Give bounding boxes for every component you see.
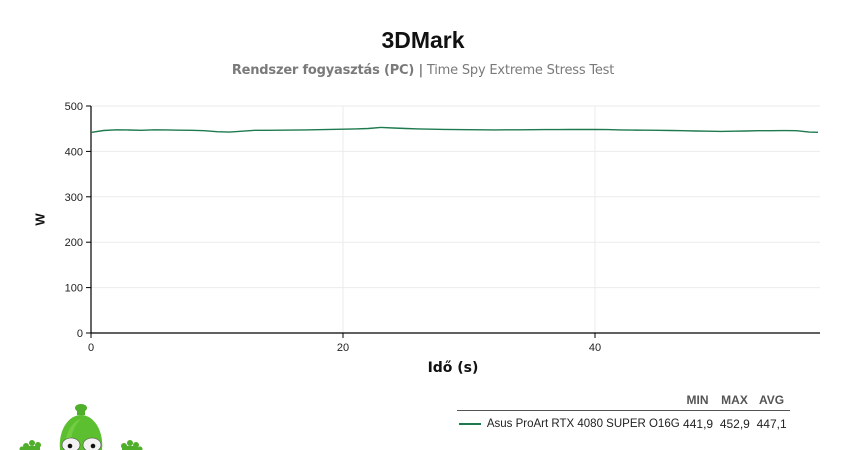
- series-min: 441,9: [683, 417, 714, 431]
- y-tick-label: 400: [65, 146, 83, 158]
- legend-header-min: MIN: [686, 393, 709, 407]
- axes: [90, 106, 820, 334]
- y-tick-label: 500: [65, 101, 83, 113]
- subtitle-metric: Rendszer fogyasztás (PC) |: [231, 63, 423, 78]
- series-name: Asus ProArt RTX 4080 SUPER O16G: [486, 418, 680, 430]
- chart-title: 3DMark: [381, 27, 465, 53]
- mascot-logo-icon: [19, 404, 143, 450]
- y-tick-label: 200: [65, 237, 83, 249]
- chart-subtitle: Rendszer fogyasztás (PC) | Time Spy Extr…: [0, 63, 846, 78]
- legend-header-max: MAX: [721, 393, 748, 407]
- subtitle-test: Time Spy Extreme Stress Test: [423, 63, 615, 78]
- y-axis-ticks: 500 400 300 200 100 0: [65, 101, 91, 340]
- x-tick-label: 40: [589, 342, 601, 354]
- x-tick-label: 20: [337, 342, 349, 354]
- y-tick-label: 0: [77, 328, 83, 340]
- series-swatch: [459, 423, 481, 425]
- legend-row[interactable]: Asus ProArt RTX 4080 SUPER O16G 441,9 45…: [457, 411, 790, 431]
- y-axis-label: W: [32, 213, 48, 226]
- legend: MIN MAX AVG Asus ProArt RTX 4080 SUPER O…: [457, 393, 790, 431]
- gridlines: [91, 105, 820, 333]
- x-axis-label: Idő (s): [427, 360, 479, 376]
- y-tick-label: 300: [65, 192, 83, 204]
- series-avg: 447,1: [756, 417, 787, 431]
- series-max: 452,9: [719, 417, 750, 431]
- y-tick-label: 100: [65, 283, 83, 295]
- legend-header-avg: AVG: [758, 393, 785, 407]
- x-axis-ticks: 0 20 40: [88, 333, 601, 354]
- series-line: [90, 126, 819, 134]
- legend-header: MIN MAX AVG: [457, 393, 790, 411]
- x-tick-label: 0: [88, 342, 94, 354]
